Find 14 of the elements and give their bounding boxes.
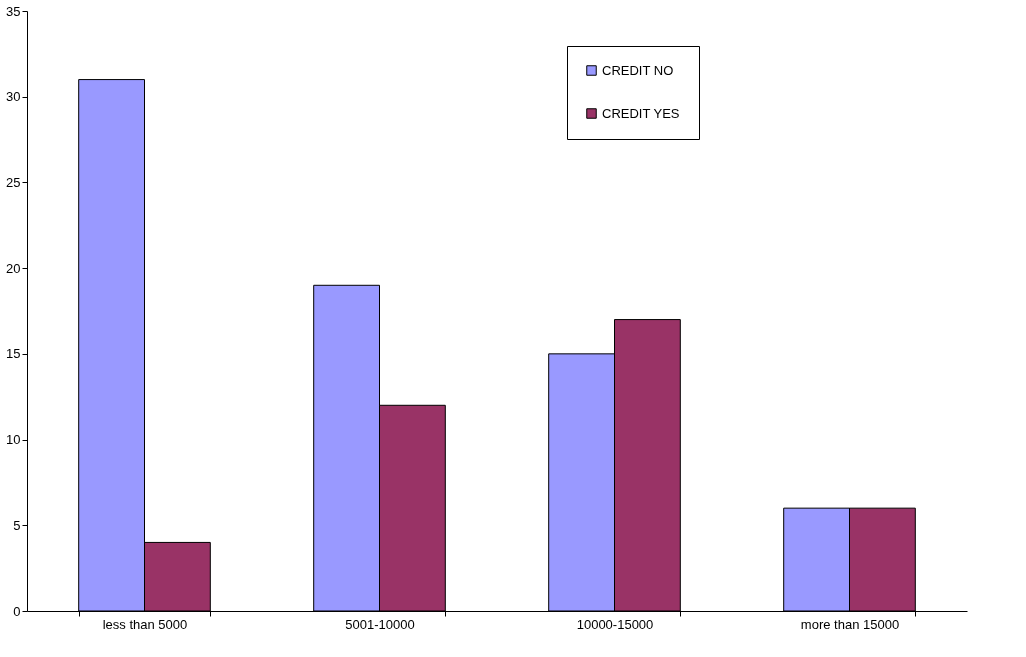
legend-label: CREDIT NO — [602, 62, 674, 78]
y-tick-label: 5 — [13, 517, 21, 533]
y-tick-label: 20 — [6, 260, 21, 276]
x-tick-label: 10000-15000 — [576, 616, 654, 632]
x-tick-label: more than 15000 — [800, 616, 900, 632]
y-tick-label: 25 — [6, 174, 21, 190]
legend-label: CREDIT YES — [602, 105, 680, 121]
x-tick-label: 5001-10000 — [345, 616, 415, 632]
x-tick-label: less than 5000 — [102, 616, 188, 632]
y-tick-label: 35 — [6, 3, 21, 19]
y-tick-label: 30 — [6, 89, 21, 105]
y-tick-label: 10 — [6, 432, 21, 448]
y-tick-label: 0 — [13, 603, 21, 619]
y-tick-label: 15 — [6, 346, 21, 362]
